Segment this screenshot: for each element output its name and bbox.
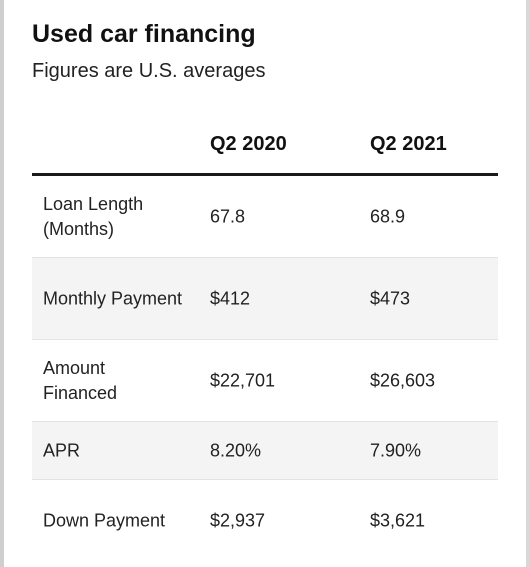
table-header-row: Q2 2020 Q2 2021 — [32, 125, 498, 176]
right-border — [526, 0, 530, 567]
cell-q2-2021: 7.90% — [370, 440, 422, 460]
table-row-loan-length: Loan Length (Months) 67.8 68.9 — [32, 176, 498, 258]
table-row-monthly-payment: Monthly Payment $412 $473 — [32, 258, 498, 340]
cell-q2-2021: $26,603 — [370, 370, 436, 390]
cell-q2-2021: $473 — [370, 288, 411, 308]
table-row-apr: APR 8.20% 7.90% — [32, 422, 498, 480]
cell-q2-2020: $22,701 — [210, 370, 276, 390]
cell-q2-2020: $412 — [210, 288, 251, 308]
cell-q2-2020: 8.20% — [210, 440, 262, 460]
chart-subtitle: Figures are U.S. averages — [32, 60, 266, 82]
row-label: Amount Financed — [43, 357, 118, 403]
chart-title: Used car financing — [32, 20, 256, 48]
column-header-q2-2021: Q2 2021 — [370, 133, 447, 155]
data-table: Q2 2020 Q2 2021 Loan Length (Months) 67.… — [32, 125, 498, 561]
cell-q2-2021: $3,621 — [370, 510, 426, 530]
cell-q2-2020: 67.8 — [210, 206, 246, 226]
cell-q2-2021: 68.9 — [370, 206, 406, 226]
row-label: APR — [43, 440, 81, 460]
table-row-amount-financed: Amount Financed $22,701 $26,603 — [32, 340, 498, 422]
table-row-down-payment: Down Payment $2,937 $3,621 — [32, 480, 498, 561]
row-label: Down Payment — [43, 510, 166, 530]
row-label: Monthly Payment — [43, 288, 183, 308]
cell-q2-2020: $2,937 — [210, 510, 266, 530]
row-label: Loan Length (Months) — [43, 193, 144, 239]
left-border — [0, 0, 4, 567]
column-header-q2-2020: Q2 2020 — [210, 133, 287, 155]
